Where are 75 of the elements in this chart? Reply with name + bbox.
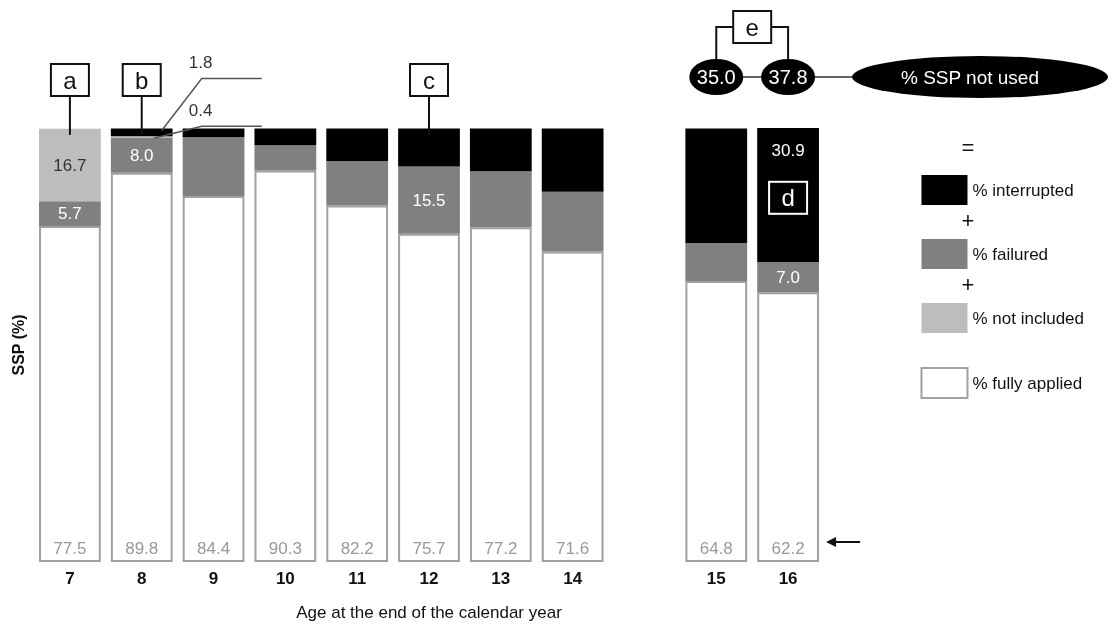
bar	[469, 227, 532, 562]
data-label: 30.9	[771, 141, 805, 160]
data-label: 77.2	[484, 539, 518, 558]
data-label: 1.8	[188, 53, 213, 73]
y-axis-title: SSP (%)	[9, 314, 27, 376]
data-label: 90.3	[268, 539, 302, 558]
bar	[39, 201, 101, 226]
bar	[469, 128, 532, 172]
legend-label: % fully applied	[972, 373, 1083, 393]
bar	[110, 137, 173, 173]
text: +	[961, 271, 975, 297]
bar	[326, 160, 389, 206]
annotation: c	[423, 66, 435, 94]
bar	[398, 233, 460, 562]
text: +	[961, 207, 975, 233]
x-tick-label: 16	[778, 569, 798, 588]
bar	[254, 170, 317, 562]
data-label: 75.7	[412, 539, 446, 558]
x-tick-label: 15	[706, 569, 726, 588]
legend-label: % not included	[972, 308, 1085, 328]
x-tick-label: 13	[491, 569, 511, 588]
bar	[182, 196, 245, 562]
x-tick-label: 11	[348, 569, 367, 588]
text: e	[745, 13, 759, 41]
annotation: d	[781, 184, 795, 212]
bar	[254, 145, 317, 171]
data-label: 8.0	[129, 145, 154, 165]
bar	[110, 172, 173, 562]
data-label: 71.6	[556, 539, 590, 558]
bar	[182, 128, 245, 138]
bar	[541, 191, 604, 252]
bar	[182, 137, 245, 197]
legend-label: % failured	[972, 244, 1049, 264]
data-label: 16.7	[53, 155, 87, 175]
data-label: 77.5	[53, 539, 87, 558]
data-label: 7.0	[776, 267, 800, 287]
bar	[326, 128, 389, 161]
x-tick-label: 10	[275, 569, 295, 588]
data-label: 15.5	[412, 190, 446, 210]
legend-label: % interrupted	[972, 180, 1074, 200]
bar	[398, 166, 460, 234]
text: 35.0	[696, 66, 736, 88]
x-tick-label: 14	[563, 569, 583, 588]
data-label: 84.4	[197, 539, 231, 558]
x-tick-label: 9	[208, 569, 219, 588]
bar	[326, 205, 389, 562]
bar	[254, 128, 317, 146]
data-label: 64.8	[699, 539, 733, 558]
bar	[398, 128, 460, 167]
bar	[39, 225, 101, 562]
data-label: 0.4	[188, 101, 213, 121]
bar	[685, 242, 748, 282]
bar	[757, 128, 819, 262]
bar	[39, 128, 101, 202]
bar	[757, 261, 819, 293]
annotation: a	[63, 66, 78, 94]
text: 37.8	[768, 66, 808, 88]
data-label: 89.8	[125, 539, 159, 558]
bar	[757, 292, 819, 562]
data-label: 82.2	[340, 539, 374, 558]
bar	[541, 128, 604, 192]
annotation: b	[135, 66, 149, 94]
x-tick-label: 12	[419, 569, 439, 588]
data-label: 5.7	[58, 204, 82, 224]
text: =	[961, 134, 975, 160]
x-tick-label: 8	[136, 569, 147, 588]
data-label: 62.2	[771, 539, 805, 558]
bar	[541, 251, 604, 562]
bar	[685, 281, 748, 562]
bar	[685, 128, 748, 243]
x-tick-label: 7	[65, 569, 75, 588]
bar	[469, 171, 532, 228]
text: % SSP not used	[900, 66, 1040, 88]
x-axis-title: Age at the end of the calendar year	[296, 603, 563, 622]
bar	[110, 128, 173, 137]
